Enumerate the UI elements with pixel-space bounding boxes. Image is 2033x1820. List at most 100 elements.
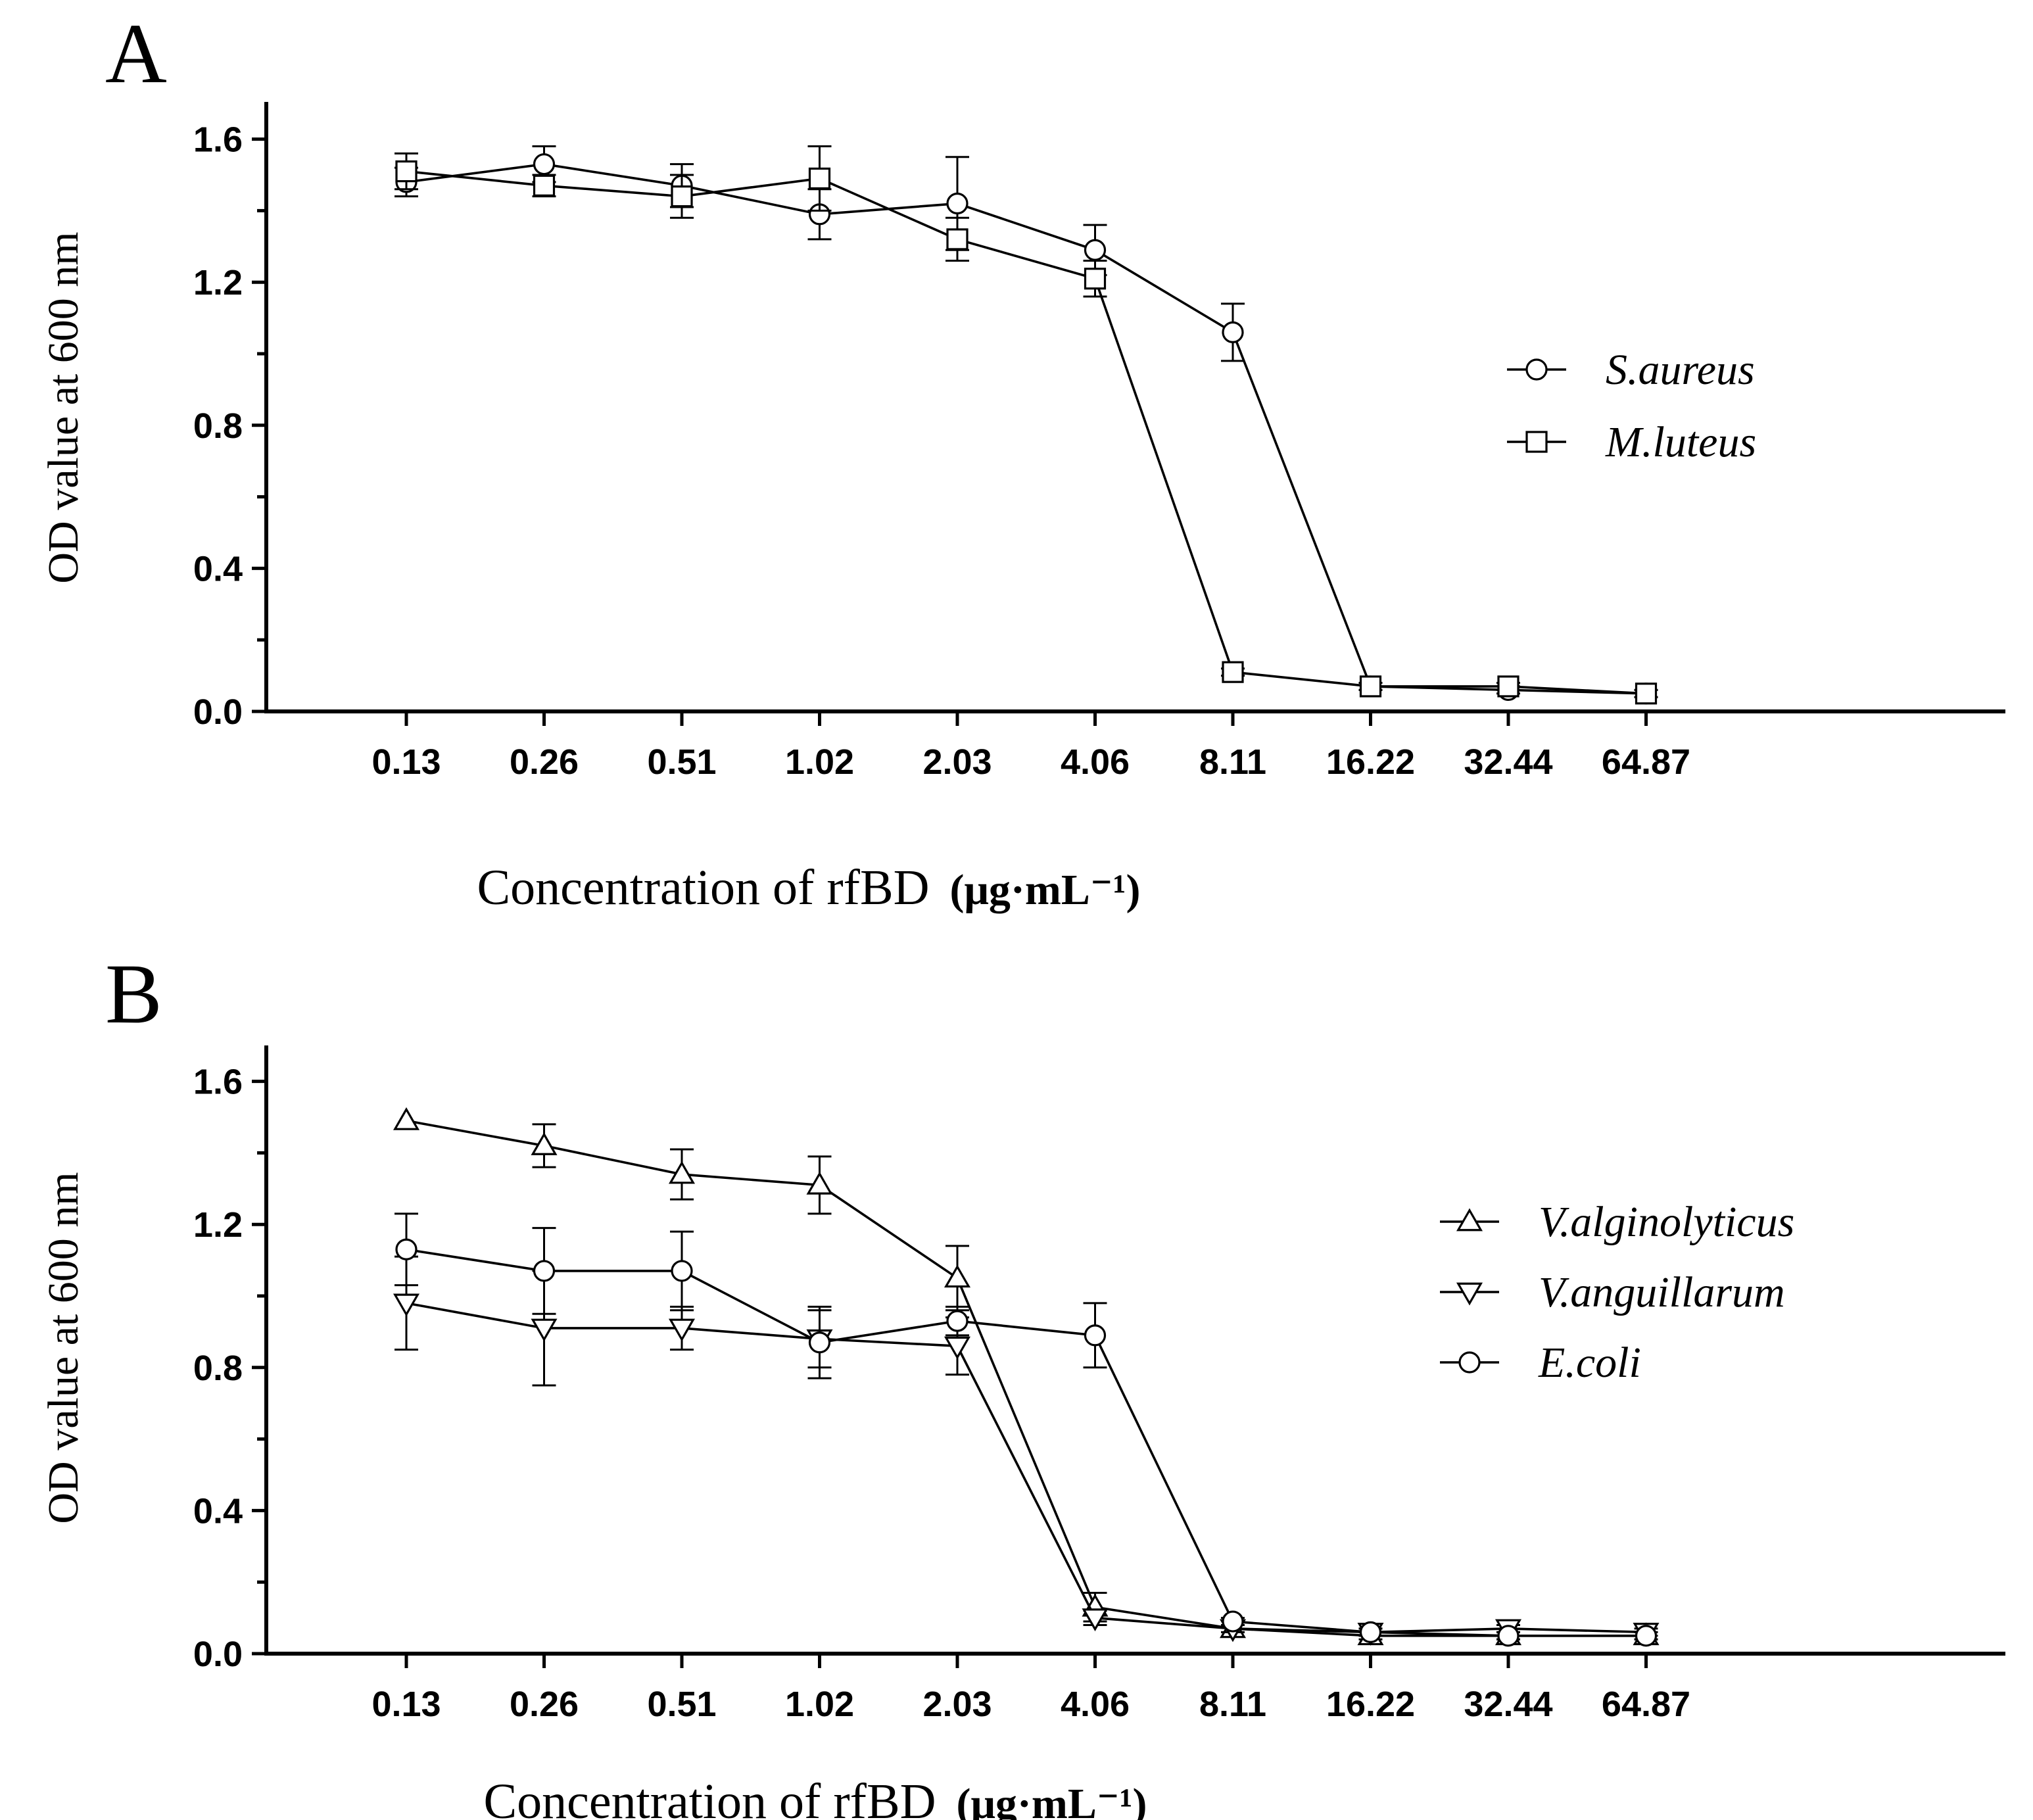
y-tick-labels-a: 0.0 0.4 0.8 1.2 1.6: [193, 120, 243, 732]
data-point: [393, 1293, 420, 1317]
data-point: [946, 192, 969, 215]
x-tick-label: 0.26: [510, 1685, 579, 1724]
x-tick-label: 2.03: [922, 742, 992, 782]
legend-item: [1507, 358, 1566, 381]
data-point: [1359, 675, 1382, 698]
x-axis-label-a: Concentration of rfBD (μg·mL⁻¹): [477, 860, 1140, 915]
legend-marker: [1458, 1351, 1481, 1374]
axes: [252, 102, 2005, 726]
series-line: [406, 1248, 1646, 1637]
series-m-luteus: [395, 145, 1658, 705]
panel-b: B OD value at 600 nm 0.0 0.4 0.8 1.2 1.6…: [39, 947, 2005, 1820]
x-tick-label: 0.13: [371, 742, 441, 782]
x-axis-label-unit: (μg·mL⁻¹): [950, 866, 1141, 914]
x-tick-label: 8.11: [1199, 1685, 1266, 1724]
legend-label: V.alginolyticus: [1539, 1198, 1794, 1246]
data-point: [671, 1260, 693, 1282]
data-point: [1082, 1608, 1109, 1632]
series-line: [406, 162, 1646, 695]
legend-marker: [1456, 1282, 1483, 1306]
data-point: [533, 1260, 556, 1282]
legend-item: [1440, 1282, 1499, 1306]
y-tick-label: 0.0: [193, 1635, 243, 1674]
legend-marker: [1456, 1208, 1483, 1232]
data-point: [395, 1238, 418, 1260]
data-point: [1497, 1625, 1519, 1647]
x-tick-label: 32.44: [1464, 1685, 1552, 1724]
legend-a: S.aureus M.luteus: [1605, 346, 1756, 466]
axes: [252, 1045, 2005, 1668]
data-point: [668, 1318, 696, 1342]
data-point: [944, 1264, 971, 1288]
legend-label: M.luteus: [1605, 418, 1756, 466]
x-tick-label: 64.87: [1602, 1685, 1690, 1724]
x-tick-label: 0.51: [647, 742, 716, 782]
x-axis-label-b: Concentration of rfBD (μg·mL⁻¹): [483, 1774, 1147, 1820]
legend-label: S.aureus: [1606, 346, 1755, 394]
series-e-coli: [395, 1212, 1658, 1647]
data-point: [1359, 1621, 1382, 1643]
x-tick-label: 0.51: [647, 1685, 716, 1724]
x-tick-label: 32.44: [1464, 742, 1552, 782]
x-tick-label: 1.02: [785, 742, 854, 782]
legend-b: V.alginolyticus V.anguillarum E.coli: [1538, 1198, 1794, 1387]
panel-label-b: B: [105, 947, 162, 1042]
data-point: [1497, 675, 1519, 698]
data-point: [808, 1331, 831, 1354]
y-tick-label: 1.2: [193, 1205, 243, 1245]
y-axis-label-b: OD value at 600 nm: [39, 1172, 87, 1523]
data-point: [531, 1318, 558, 1342]
x-tick-labels-b: 0.13 0.26 0.51 1.02 2.03 4.06 8.11 16.22…: [371, 1685, 1690, 1724]
legend-item: [1507, 431, 1566, 453]
x-tick-label: 4.06: [1061, 1685, 1130, 1724]
data-point: [671, 185, 693, 208]
x-tick-label: 2.03: [922, 1685, 992, 1724]
legend-item: [1440, 1351, 1499, 1374]
legend-label: V.anguillarum: [1539, 1268, 1785, 1316]
panel-label-a: A: [105, 7, 167, 101]
data-point: [1635, 1625, 1658, 1647]
y-tick-label: 1.6: [193, 1063, 243, 1102]
data-point: [395, 160, 418, 183]
series-line: [406, 1119, 1646, 1637]
data-point: [1222, 1610, 1244, 1633]
x-tick-label: 64.87: [1602, 742, 1690, 782]
x-axis-label-main: Concentration of rfBD: [477, 860, 929, 915]
x-tick-label: 8.11: [1199, 742, 1266, 782]
legend-label: E.coli: [1538, 1339, 1641, 1387]
legend-item: [1440, 1208, 1499, 1232]
data-point: [944, 1336, 971, 1360]
data-point: [808, 167, 831, 190]
y-tick-labels-b: 0.0 0.4 0.8 1.2 1.6: [193, 1063, 243, 1674]
data-point: [393, 1107, 420, 1130]
series-line: [406, 1302, 1646, 1634]
data-point: [806, 1171, 833, 1195]
x-tick-label: 1.02: [785, 1685, 854, 1724]
data-point: [1084, 268, 1107, 290]
data-point: [533, 153, 556, 176]
y-tick-label: 0.8: [193, 406, 243, 446]
x-tick-label: 0.13: [371, 1685, 441, 1724]
x-tick-labels-a: 0.13 0.26 0.51 1.02 2.03 4.06 8.11 16.22…: [371, 742, 1690, 782]
data-point: [1084, 1324, 1107, 1347]
data-point: [533, 174, 556, 197]
data-point: [946, 1310, 969, 1332]
x-tick-label: 16.22: [1326, 742, 1415, 782]
x-axis-label-unit: (μg·mL⁻¹): [957, 1780, 1147, 1820]
legend-marker: [1525, 431, 1548, 453]
x-tick-label: 16.22: [1326, 1685, 1415, 1724]
data-point: [946, 228, 969, 251]
x-axis-label-main: Concentration of rfBD: [483, 1774, 936, 1820]
y-tick-label: 0.0: [193, 692, 243, 732]
x-tick-label: 0.26: [510, 742, 579, 782]
data-point: [1635, 682, 1658, 705]
panel-a: A OD value at 600 nm 0.0 0.4 0.8 1.2 1.6…: [39, 7, 2005, 915]
data-point: [1084, 239, 1107, 261]
data-point: [531, 1132, 558, 1155]
y-axis-label-a: OD value at 600 nm: [39, 231, 87, 583]
y-tick-label: 0.8: [193, 1349, 243, 1388]
data-point: [668, 1161, 696, 1184]
x-tick-label: 4.06: [1061, 742, 1130, 782]
y-tick-label: 0.4: [193, 1491, 243, 1531]
